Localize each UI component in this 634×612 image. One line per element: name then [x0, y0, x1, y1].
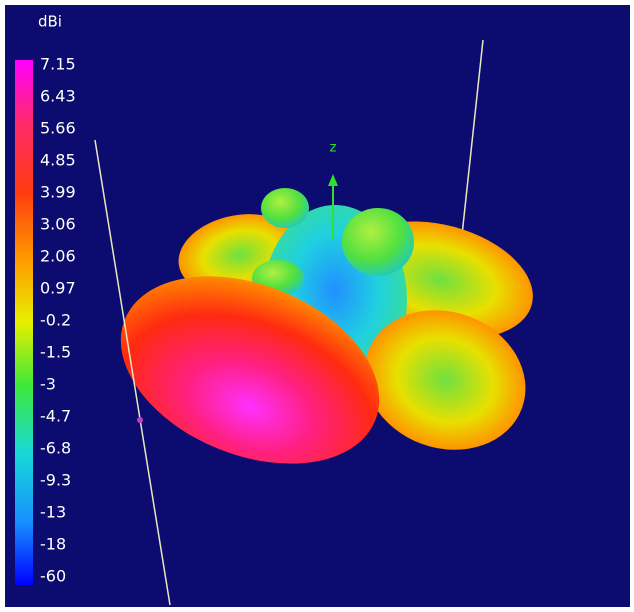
axis-marker	[137, 417, 143, 423]
colorbar-label: 5.66	[40, 119, 76, 138]
colorbar-label: -9.3	[40, 471, 71, 490]
colorbar-label: 3.99	[40, 183, 76, 202]
colorbar-label: 3.06	[40, 215, 76, 234]
colorbar-label: 0.97	[40, 279, 76, 298]
lobe	[342, 208, 414, 276]
colorbar-label: -1.5	[40, 343, 71, 362]
colorbar-label: -0.2	[40, 311, 71, 330]
colorbar-label: 4.85	[40, 151, 76, 170]
colorbar-label: 6.43	[40, 87, 76, 106]
colorbar-label: -6.8	[40, 439, 71, 458]
viewer: z dBi 7.15 6.43 5.66 4.85 3.99 3.06 2.06 0.97 -0…	[0, 0, 634, 612]
lobe	[261, 188, 309, 228]
colorbar-label: 7.15	[40, 55, 76, 74]
colorbar-label: -18	[40, 535, 66, 554]
colorbar-unit: dBi	[38, 13, 62, 31]
axis-label: z	[330, 141, 337, 156]
colorbar-label: -3	[40, 375, 56, 394]
colorbar-label: -4.7	[40, 407, 71, 426]
colorbar-label: -13	[40, 503, 66, 522]
colorbar-label: 2.06	[40, 247, 76, 266]
colorbar	[15, 60, 33, 585]
colorbar-label: -60	[40, 567, 66, 586]
